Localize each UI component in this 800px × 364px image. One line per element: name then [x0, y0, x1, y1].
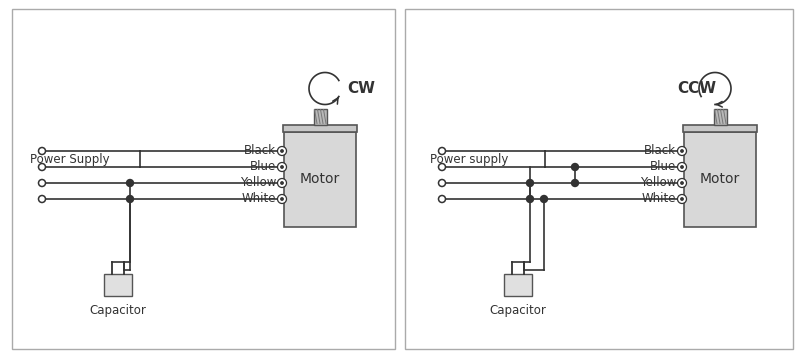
Circle shape: [541, 195, 547, 202]
Circle shape: [681, 166, 683, 168]
Text: Blue: Blue: [650, 161, 676, 174]
Circle shape: [526, 179, 534, 186]
Bar: [714, 108, 726, 124]
Text: White: White: [642, 193, 676, 206]
Circle shape: [681, 150, 683, 152]
Circle shape: [38, 195, 46, 202]
Bar: [504, 274, 532, 296]
Circle shape: [281, 198, 283, 200]
Text: CW: CW: [347, 81, 375, 96]
Circle shape: [281, 182, 283, 184]
Circle shape: [681, 182, 683, 184]
Circle shape: [281, 150, 283, 152]
Text: Capacitor: Capacitor: [90, 304, 146, 317]
Circle shape: [678, 162, 686, 171]
Circle shape: [438, 147, 446, 154]
Text: Black: Black: [644, 145, 676, 158]
Circle shape: [678, 178, 686, 187]
Text: Yellow: Yellow: [240, 177, 276, 190]
Bar: [284, 131, 356, 226]
Circle shape: [438, 179, 446, 186]
Bar: [314, 108, 326, 124]
Bar: [283, 124, 357, 131]
Circle shape: [281, 166, 283, 168]
Circle shape: [278, 178, 286, 187]
Text: Yellow: Yellow: [640, 177, 676, 190]
Circle shape: [438, 163, 446, 170]
Bar: [684, 131, 756, 226]
Circle shape: [126, 195, 134, 202]
Circle shape: [678, 194, 686, 203]
Text: Black: Black: [244, 145, 276, 158]
Circle shape: [278, 194, 286, 203]
Circle shape: [38, 179, 46, 186]
Text: White: White: [242, 193, 276, 206]
Circle shape: [526, 195, 534, 202]
Circle shape: [571, 163, 578, 170]
Text: Motor: Motor: [700, 172, 740, 186]
Bar: [12, 9, 395, 349]
Circle shape: [278, 162, 286, 171]
Text: Power supply: Power supply: [430, 153, 508, 166]
Circle shape: [278, 146, 286, 155]
Circle shape: [571, 179, 578, 186]
Text: Power Supply: Power Supply: [30, 153, 110, 166]
Bar: [683, 124, 757, 131]
Bar: [104, 274, 132, 296]
Text: Blue: Blue: [250, 161, 276, 174]
Bar: [405, 9, 793, 349]
Circle shape: [681, 198, 683, 200]
Circle shape: [126, 179, 134, 186]
Text: Capacitor: Capacitor: [490, 304, 546, 317]
Circle shape: [38, 163, 46, 170]
Text: CCW: CCW: [677, 81, 716, 96]
Circle shape: [678, 146, 686, 155]
Text: Motor: Motor: [300, 172, 340, 186]
Circle shape: [438, 195, 446, 202]
Circle shape: [38, 147, 46, 154]
